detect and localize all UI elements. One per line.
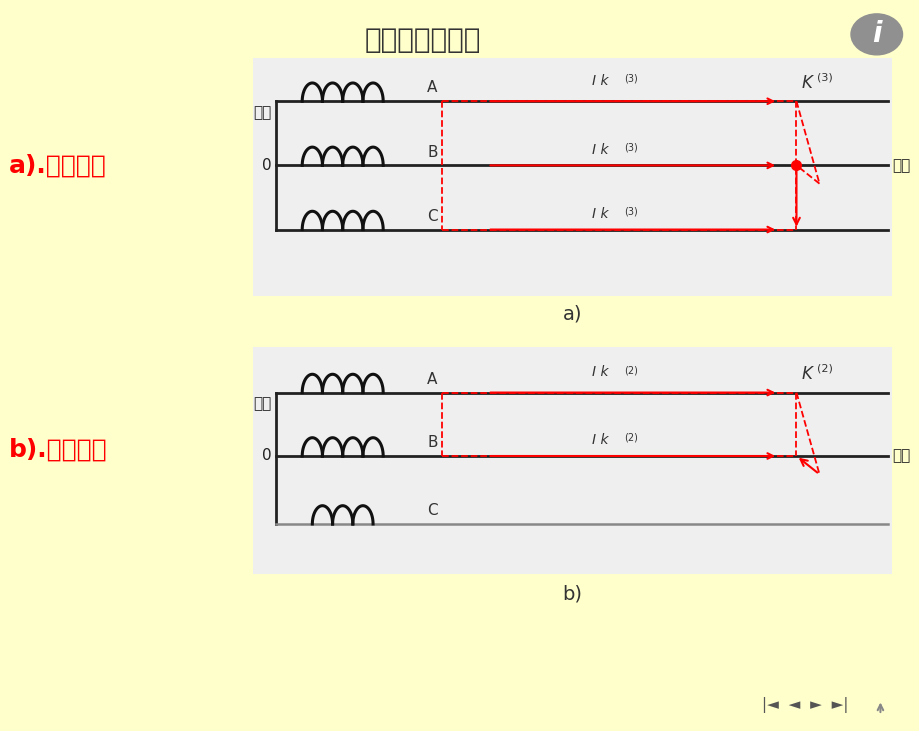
Text: A: A — [426, 80, 437, 96]
Text: K: K — [800, 366, 811, 383]
Text: 负荷: 负荷 — [891, 158, 910, 173]
Text: I k: I k — [592, 433, 608, 447]
Text: (2): (2) — [816, 363, 832, 374]
Text: (2): (2) — [623, 433, 637, 443]
Text: i: i — [871, 20, 880, 48]
Text: a): a) — [562, 305, 582, 324]
Text: 电源: 电源 — [253, 396, 271, 411]
Text: B: B — [426, 435, 437, 450]
Text: b): b) — [562, 585, 582, 604]
Text: B: B — [426, 145, 437, 159]
Text: (3): (3) — [623, 206, 637, 216]
Text: 负荷: 负荷 — [891, 449, 910, 463]
Circle shape — [850, 14, 902, 55]
Text: (3): (3) — [816, 72, 832, 82]
Text: (2): (2) — [623, 365, 637, 375]
Text: I k: I k — [592, 74, 608, 88]
Text: 电源: 电源 — [253, 105, 271, 120]
Text: 0: 0 — [262, 158, 271, 173]
Text: 二、短路的类型: 二、短路的类型 — [365, 26, 481, 54]
Text: A: A — [426, 371, 437, 387]
Bar — [253, 347, 891, 574]
Text: K: K — [800, 74, 811, 92]
Bar — [253, 58, 891, 296]
Text: (3): (3) — [623, 74, 637, 84]
Text: b).两相短路: b).两相短路 — [9, 437, 108, 461]
Text: 0: 0 — [262, 449, 271, 463]
Text: C: C — [426, 208, 437, 224]
Text: I k: I k — [592, 143, 608, 156]
Text: a).三相短路: a).三相短路 — [9, 154, 107, 178]
Text: C: C — [426, 503, 437, 518]
Text: |◄  ◄  ►  ►|: |◄ ◄ ► ►| — [761, 697, 847, 713]
Text: I k: I k — [592, 207, 608, 221]
Text: I k: I k — [592, 366, 608, 379]
Text: (3): (3) — [623, 143, 637, 152]
